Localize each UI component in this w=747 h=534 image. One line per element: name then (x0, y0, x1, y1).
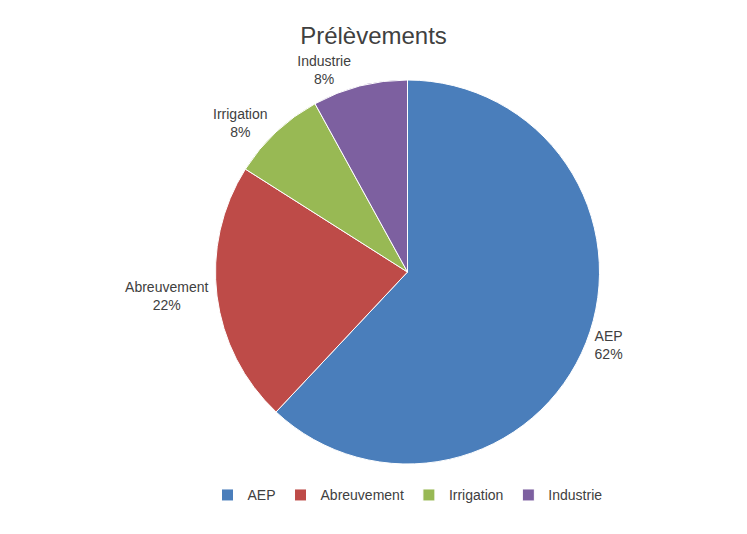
svg-text:Irrigation8%: Irrigation8% (213, 106, 267, 140)
svg-text:AEP: AEP (248, 487, 276, 503)
svg-text:Industrie: Industrie (548, 487, 602, 503)
svg-text:Abreuvement: Abreuvement (321, 487, 404, 503)
svg-text:Abreuvement22%: Abreuvement22% (125, 279, 208, 313)
svg-text:Irrigation: Irrigation (449, 487, 503, 503)
svg-text:AEP62%: AEP62% (595, 328, 623, 362)
svg-text:Prélèvements: Prélèvements (300, 22, 447, 49)
svg-text:Industrie8%: Industrie8% (297, 53, 351, 87)
